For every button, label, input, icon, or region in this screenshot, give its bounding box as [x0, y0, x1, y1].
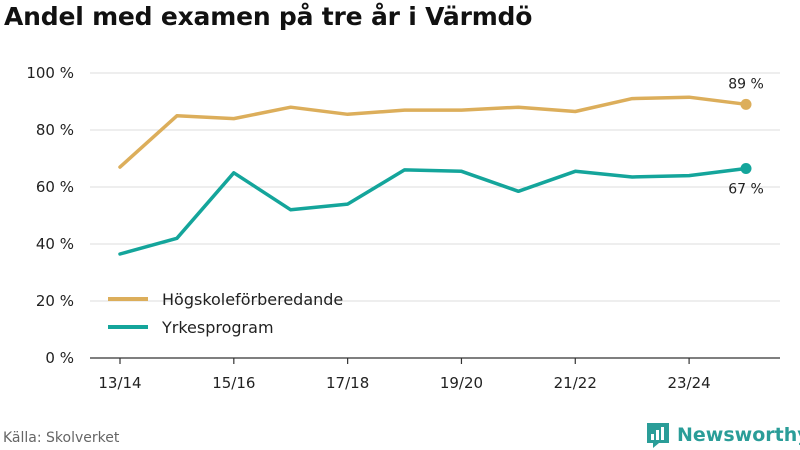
chart-title: Andel med examen på tre år i Värmdö [4, 2, 533, 31]
series-end-label-1: 89 % [728, 76, 764, 92]
brand-logo: Newsworthy [645, 421, 800, 449]
series-end-point-2 [740, 162, 752, 174]
y-tick-label: 80 % [36, 121, 74, 139]
series-end-label-2: 67 % [728, 181, 764, 197]
bar-chart-logo-icon [647, 423, 669, 448]
x-tick-label: 17/18 [326, 374, 369, 392]
x-tick-label: 15/16 [212, 374, 255, 392]
legend-label: Högskoleförberedande [162, 290, 343, 309]
series-end-point-1 [740, 98, 752, 110]
source-note: Källa: Skolverket [3, 430, 120, 446]
x-tick-label: 21/22 [554, 374, 597, 392]
y-tick-label: 40 % [36, 235, 74, 253]
x-tick-label: 23/24 [667, 374, 710, 392]
x-tick-label: 13/14 [98, 374, 141, 392]
y-tick-label: 100 % [26, 64, 74, 82]
y-tick-label: 0 % [45, 349, 74, 367]
series-line-1 [118, 95, 748, 169]
series-line-2 [118, 166, 748, 256]
legend-label: Yrkesprogram [161, 318, 274, 337]
brand-name: Newsworthy [677, 424, 800, 446]
x-tick-label: 19/20 [440, 374, 483, 392]
y-tick-label: 60 % [36, 178, 74, 196]
y-tick-label: 20 % [36, 292, 74, 310]
